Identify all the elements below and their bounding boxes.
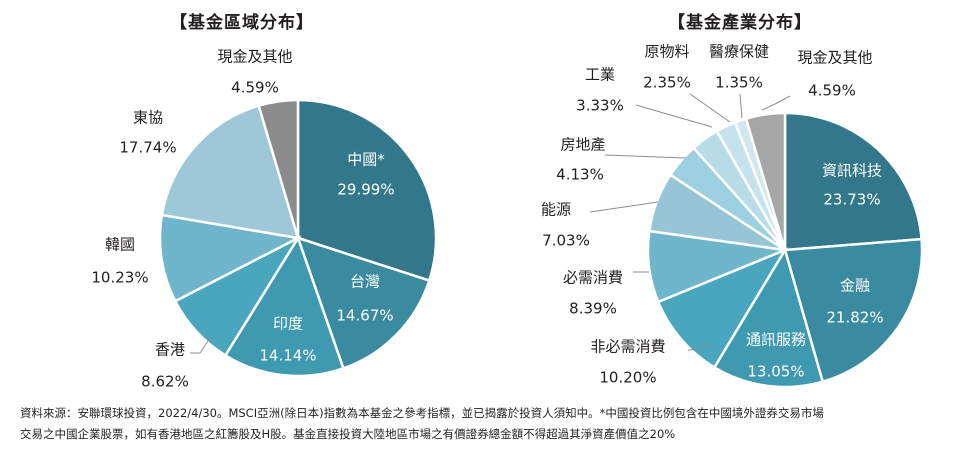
- leader-line-房地產: [604, 154, 687, 159]
- slice-label-原物料: 原物料: [644, 43, 689, 61]
- leader-line-原物料: [689, 93, 731, 123]
- slice-value-香港: 8.62%: [141, 373, 189, 391]
- pie-charts-svg: 中國* 29.99% 台灣 14.67% 印度 14.14% 香港 8.62% 韓國 10.23%…: [91, 43, 924, 391]
- slice-value-醫療保健: 1.35%: [715, 74, 763, 92]
- slice-value-非必需消費: 10.20%: [599, 369, 656, 387]
- slice-label-醫療保健: 醫療保健: [709, 43, 769, 61]
- slice-label-韓國: 韓國: [105, 236, 135, 254]
- pie-slice-現金及其他: [257, 98, 300, 239]
- chart-title-industry: 【基金產業分布】: [668, 13, 812, 33]
- pie-chart-region: 中國* 29.99% 台灣 14.67% 印度 14.14% 香港 8.62% 韓國 10.23%…: [91, 48, 438, 391]
- leader-line-非必需消費: [688, 344, 713, 351]
- slice-value-通訊服務: 13.05%: [747, 363, 804, 381]
- leader-line-現金及其他: [761, 95, 791, 111]
- slice-label-中國: 中國*: [347, 151, 385, 169]
- slice-value-現金及其他: 4.59%: [231, 79, 279, 97]
- slice-label-工業: 工業: [585, 66, 615, 84]
- pie-slice-資訊科技: [783, 111, 923, 252]
- slice-value-中國: 29.99%: [337, 181, 394, 199]
- slice-value-資訊科技: 23.73%: [823, 191, 880, 209]
- footnote-line-1: 資料來源：安聯環球投資，2022/4/30。MSCI亞洲(除日本)指數為本基金之…: [20, 406, 824, 420]
- slice-label-能源: 能源: [541, 201, 571, 219]
- slice-label-東協: 東協: [133, 109, 163, 127]
- slice-label-金融: 金融: [840, 277, 870, 295]
- slice-label-資訊科技: 資訊科技: [822, 162, 882, 180]
- pie-slice-韓國: [158, 213, 302, 303]
- pie-slice-現金及其他: [744, 111, 787, 251]
- slice-label-現金及其他: 現金及其他: [217, 48, 292, 66]
- slice-value-工業: 3.33%: [576, 97, 624, 115]
- slice-label-香港: 香港: [155, 341, 185, 359]
- slice-label-印度: 印度: [273, 315, 303, 333]
- pie-slice-通訊服務: [712, 246, 825, 389]
- pie-slice-印度: [223, 235, 345, 378]
- slice-value-必需消費: 8.39%: [569, 300, 617, 318]
- pie-chart-industry: 資訊科技 23.73% 金融 21.82% 通訊服務 13.05% 非必需消費 10.20% 必…: [541, 43, 924, 389]
- pie-slice-台灣: [295, 236, 431, 370]
- pie-slice-中國: [296, 98, 438, 283]
- leader-line-醫療保健: [739, 93, 743, 119]
- leader-line-工業: [635, 104, 713, 128]
- slice-label-非必需消費: 非必需消費: [590, 338, 665, 356]
- pie-slice-金融: [783, 237, 924, 384]
- leader-line-能源: [589, 201, 659, 213]
- slice-value-能源: 7.03%: [542, 232, 590, 250]
- pie-slice-東協: [160, 104, 300, 240]
- chart-title-region: 【基金區域分布】: [170, 13, 314, 33]
- slice-value-房地產: 4.13%: [556, 166, 604, 184]
- slice-value-原物料: 2.35%: [643, 74, 691, 92]
- slice-value-韓國: 10.23%: [91, 269, 148, 287]
- footnote-line-2: 交易之中國企業股票，如有香港地區之紅籌股及H股。基金直接投資大陸地區市場之有價證…: [20, 427, 676, 441]
- slice-value-現金及其他: 4.59%: [808, 82, 856, 100]
- slice-value-金融: 21.82%: [826, 309, 883, 327]
- slice-label-台灣: 台灣: [350, 273, 380, 291]
- slice-label-通訊服務: 通訊服務: [746, 331, 806, 349]
- slice-label-現金及其他: 現金及其他: [797, 49, 872, 67]
- slice-value-東協: 17.74%: [119, 139, 176, 157]
- slice-label-房地產: 房地產: [560, 136, 605, 154]
- pie-slice-非必需消費: [656, 247, 789, 370]
- slice-value-台灣: 14.67%: [336, 307, 393, 325]
- leader-line-香港: [190, 337, 211, 354]
- slice-label-必需消費: 必需消費: [563, 269, 623, 287]
- slice-value-印度: 14.14%: [259, 347, 316, 365]
